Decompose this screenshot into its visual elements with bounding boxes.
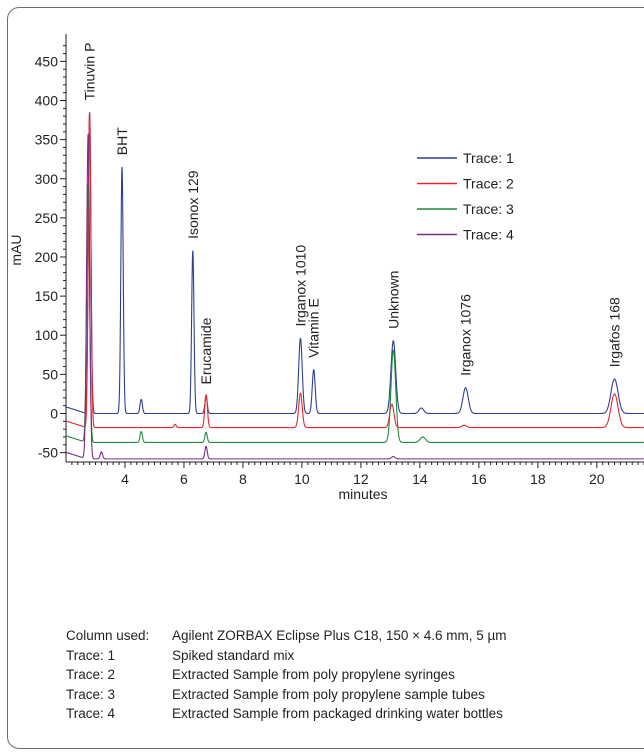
info-label: Trace: 4	[66, 706, 116, 722]
info-value: Agilent ZORBAX Eclipse Plus C18, 150 × 4…	[172, 628, 507, 643]
legend-label-3: Trace: 3	[463, 201, 514, 217]
y-tick-label: 450	[35, 53, 59, 69]
y-tick-label: 150	[35, 288, 59, 304]
x-tick-label: 4	[121, 471, 129, 487]
peak-label: Irganox 1076	[458, 294, 474, 376]
x-tick-label: 14	[412, 471, 428, 487]
legend-label-1: Trace: 1	[463, 150, 514, 166]
x-tick-label: 18	[530, 471, 546, 487]
info-label: Trace: 1	[66, 647, 116, 663]
info-row-trace-4: Trace: 4 Extracted Sample from packaged …	[66, 704, 507, 724]
y-tick-label: 300	[35, 171, 59, 187]
y-tick-label: 200	[35, 249, 59, 265]
y-tick-label: 350	[35, 132, 59, 148]
legend-label-2: Trace: 2	[463, 176, 514, 192]
y-tick-label: -50	[38, 445, 58, 461]
x-tick-label: 12	[353, 471, 369, 487]
x-tick-label: 10	[294, 471, 310, 487]
info-value: Extracted Sample from poly propylene sam…	[172, 686, 485, 702]
x-axis-label: minutes	[338, 486, 387, 502]
y-tick-label: 0	[50, 405, 58, 421]
peak-label: Vitamin E	[306, 298, 322, 358]
info-row-trace-1: Trace: 1 Spiked standard mix	[66, 646, 507, 666]
y-tick-label: 250	[35, 210, 59, 226]
trace-2-line	[65, 112, 644, 429]
y-tick-label: 400	[35, 93, 59, 109]
x-tick-label: 6	[180, 471, 188, 487]
trace-1-line	[65, 111, 644, 415]
figure-frame	[7, 7, 644, 749]
info-table: Column used: Agilent ZORBAX Eclipse Plus…	[66, 626, 507, 724]
trace-3-line	[65, 183, 644, 443]
y-axis-label: mAU	[8, 234, 24, 265]
info-value: Extracted Sample from poly propylene syr…	[172, 667, 455, 683]
info-label: Trace: 3	[66, 686, 116, 702]
peak-label: BHT	[114, 127, 130, 155]
peak-label: Irganox 1010	[292, 245, 308, 327]
peak-label: Erucamide	[198, 317, 214, 384]
info-value: Extracted Sample from packaged drinking …	[172, 706, 503, 722]
info-label: Column used:	[66, 628, 150, 643]
legend-label-4: Trace: 4	[463, 227, 514, 243]
peak-label: Tinuvin P	[82, 43, 98, 101]
info-row-column: Column used: Agilent ZORBAX Eclipse Plus…	[66, 626, 507, 646]
peak-label: Isonox 129	[185, 170, 201, 239]
y-tick-label: 100	[35, 327, 59, 343]
x-tick-label: 20	[589, 471, 605, 487]
info-row-trace-2: Trace: 2 Extracted Sample from poly prop…	[66, 665, 507, 685]
peak-label: Irgafos 168	[607, 297, 623, 367]
chromatogram-chart: -50 0 50 100 150 200 250 300 350 400 450 4 6 8 10 12 14 1…	[8, 34, 644, 502]
info-value: Spiked standard mix	[172, 647, 295, 663]
y-tick-label: 50	[42, 366, 58, 382]
trace-4-line	[65, 133, 644, 460]
peak-label: Unknown	[385, 271, 401, 329]
info-label: Trace: 2	[66, 667, 116, 683]
x-tick-label: 16	[471, 471, 487, 487]
x-tick-label: 8	[239, 471, 247, 487]
info-row-trace-3: Trace: 3 Extracted Sample from poly prop…	[66, 685, 507, 705]
